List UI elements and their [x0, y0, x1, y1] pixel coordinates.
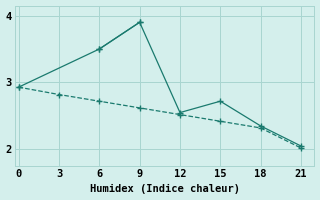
X-axis label: Humidex (Indice chaleur): Humidex (Indice chaleur) [90, 184, 239, 194]
